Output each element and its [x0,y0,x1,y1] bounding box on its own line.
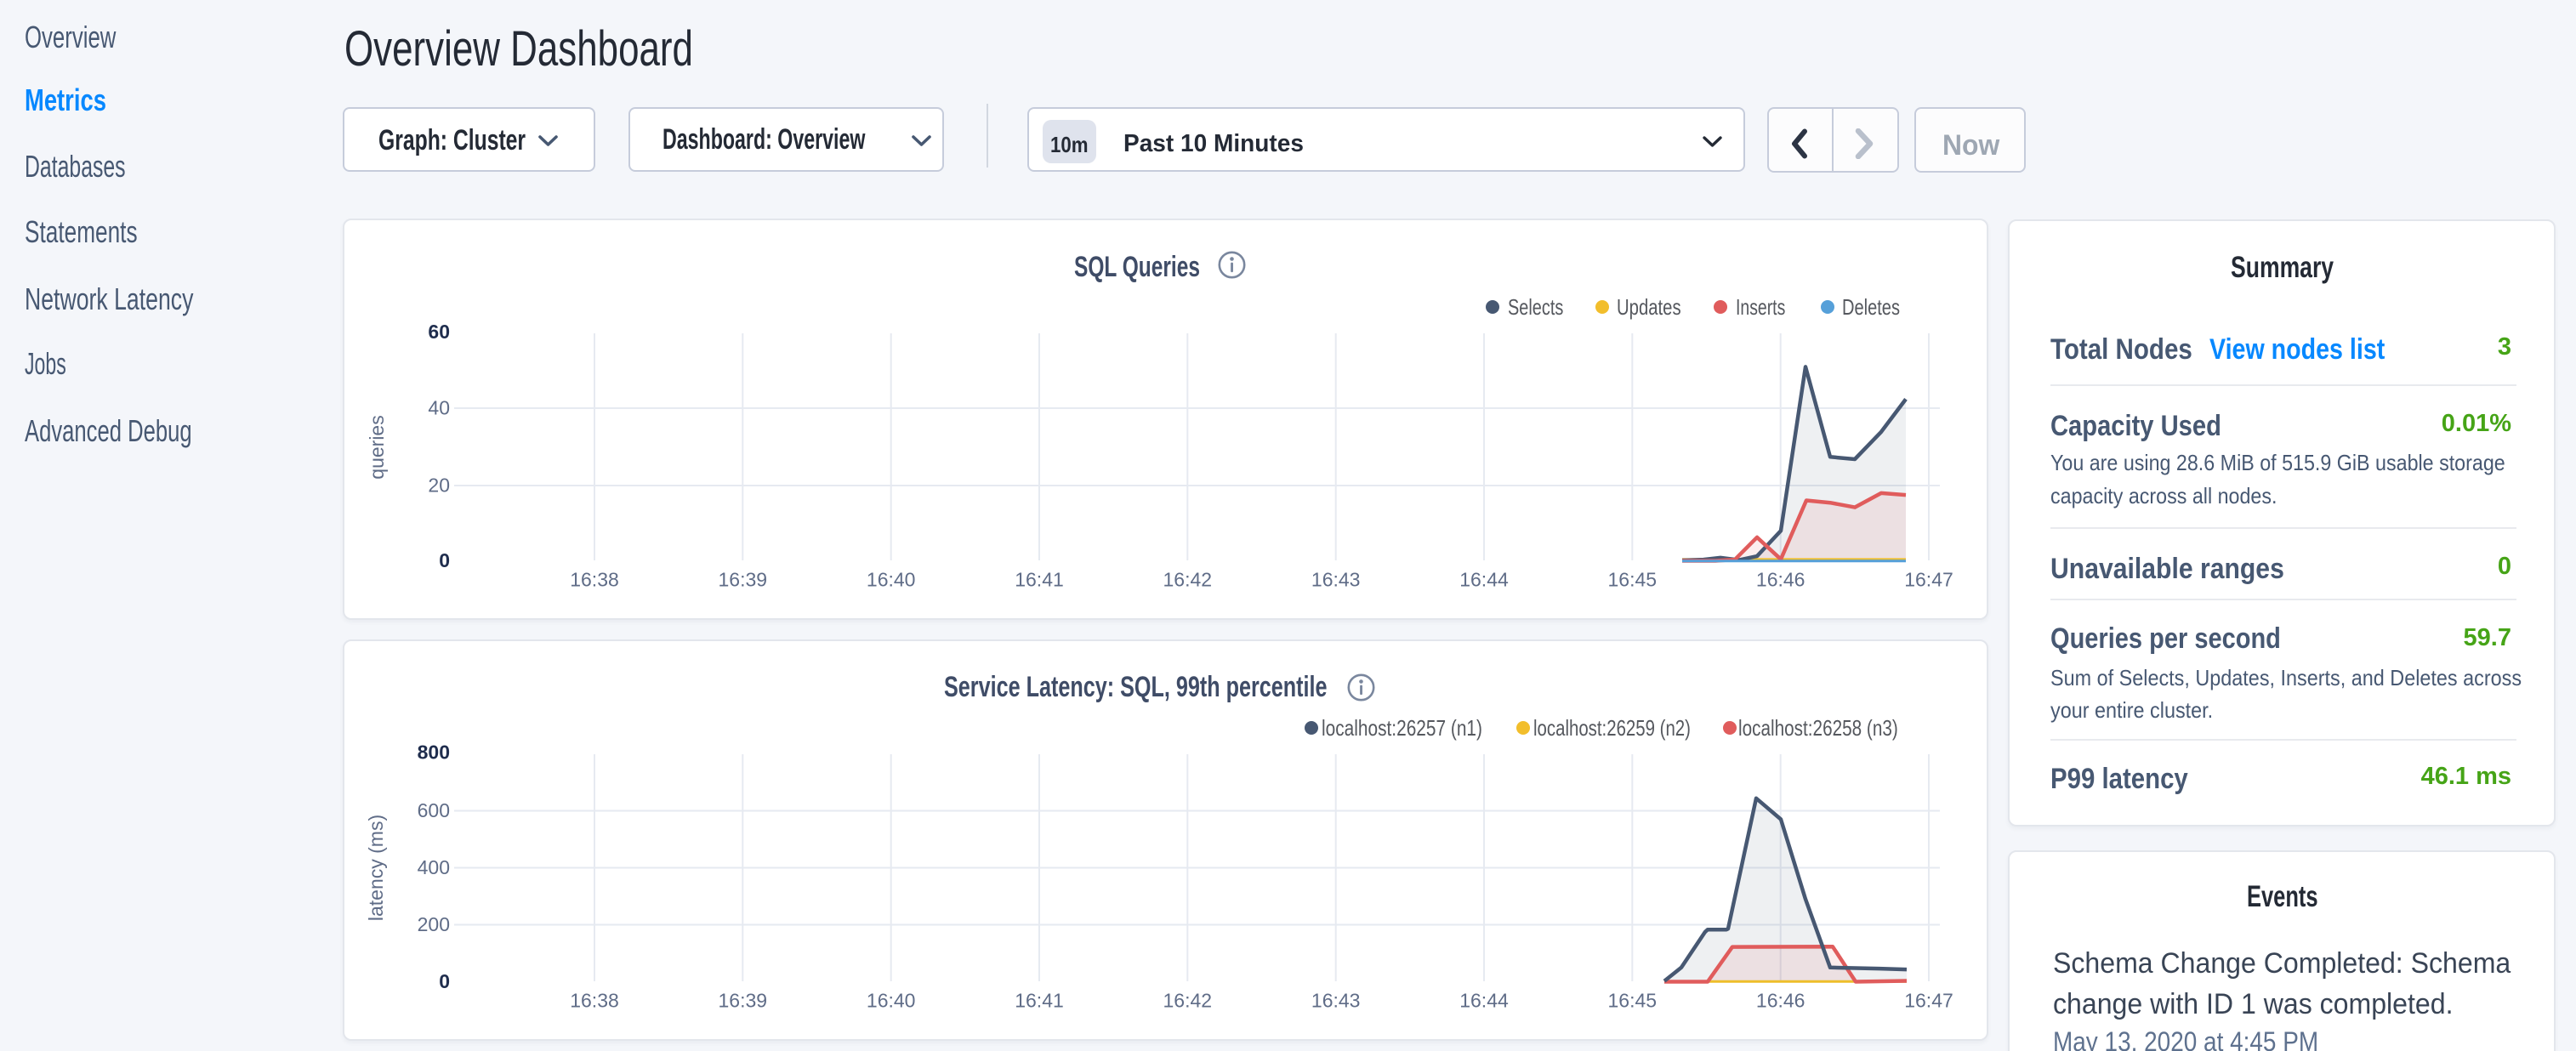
svg-text:0: 0 [439,549,450,571]
svg-text:400: 400 [418,856,450,878]
svg-text:16:47: 16:47 [1904,569,1953,591]
svg-text:40: 40 [428,397,450,419]
svg-text:queries: queries [366,415,388,479]
svg-text:16:46: 16:46 [1756,569,1805,591]
svg-text:16:46: 16:46 [1756,990,1805,1012]
svg-text:16:44: 16:44 [1459,569,1509,591]
svg-text:16:40: 16:40 [867,990,916,1012]
svg-text:16:41: 16:41 [1015,569,1064,591]
svg-text:latency (ms): latency (ms) [365,815,387,921]
svg-text:800: 800 [418,741,450,764]
svg-text:16:43: 16:43 [1311,990,1361,1012]
svg-text:20: 20 [428,474,450,497]
svg-text:16:39: 16:39 [719,569,768,591]
svg-text:16:47: 16:47 [1904,990,1953,1012]
svg-text:200: 200 [418,913,450,935]
svg-text:16:40: 16:40 [867,569,916,591]
svg-text:16:39: 16:39 [719,990,768,1012]
svg-text:60: 60 [428,321,450,343]
svg-text:16:38: 16:38 [570,990,619,1012]
svg-text:16:45: 16:45 [1608,990,1658,1012]
svg-text:16:38: 16:38 [570,569,619,591]
svg-text:16:43: 16:43 [1311,569,1361,591]
svg-text:16:44: 16:44 [1459,990,1509,1012]
svg-text:16:41: 16:41 [1015,990,1064,1012]
svg-text:0: 0 [439,970,450,992]
svg-text:16:45: 16:45 [1608,569,1658,591]
svg-text:16:42: 16:42 [1163,990,1213,1012]
svg-text:16:42: 16:42 [1163,569,1213,591]
svg-text:600: 600 [418,799,450,821]
